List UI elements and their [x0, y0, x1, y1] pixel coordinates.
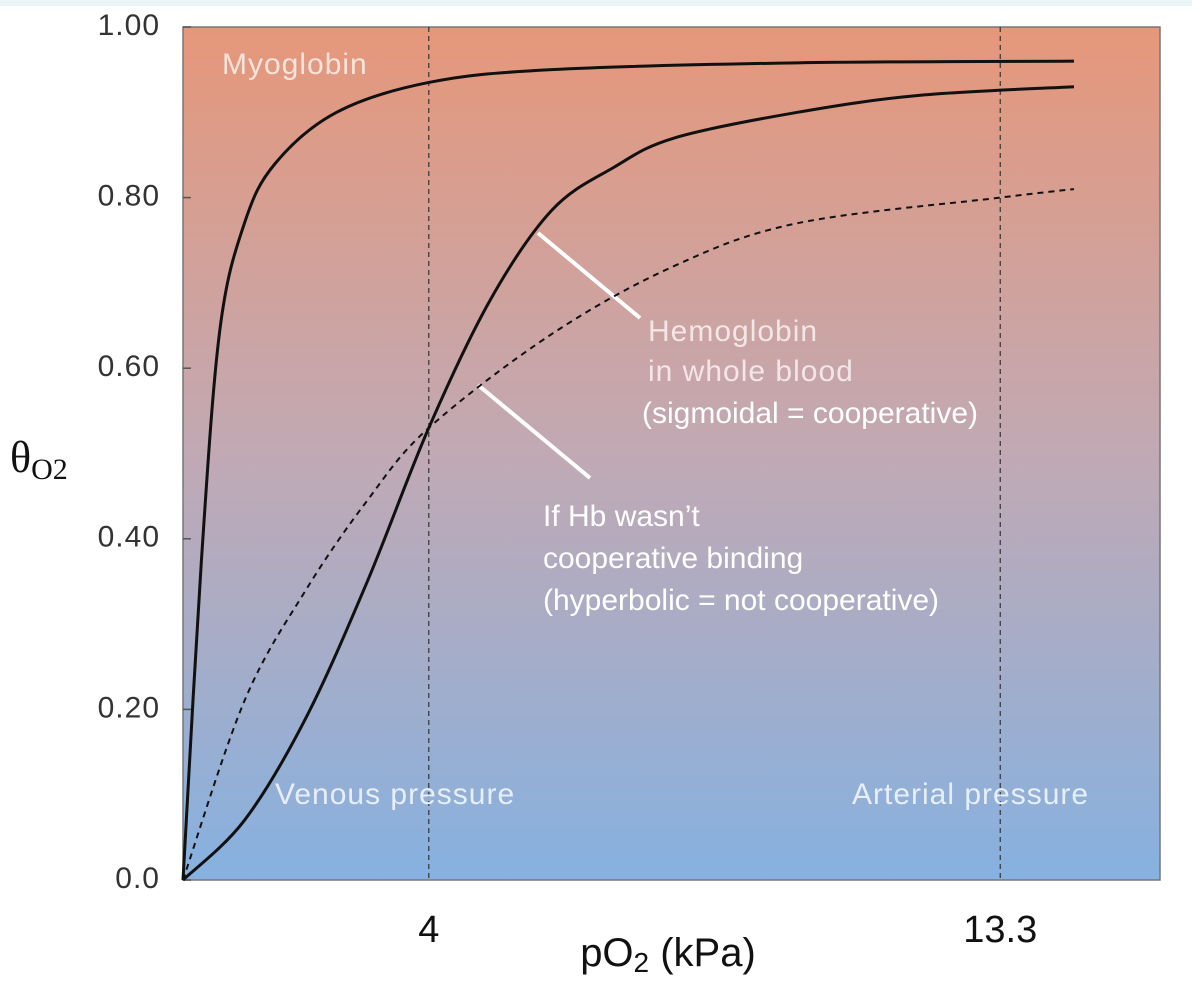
y-tick-label: 0.60	[98, 350, 160, 383]
annotation: (hyperbolic = not cooperative)	[543, 584, 939, 617]
annotation: (sigmoidal = cooperative)	[642, 397, 978, 430]
x-tick-label: 13.3	[963, 909, 1037, 951]
y-label-main: θ	[10, 433, 31, 482]
annotation: Hemoglobin	[648, 315, 818, 348]
x-label-sub: 2	[634, 947, 650, 978]
top-band	[0, 0, 1192, 6]
y-tick-label: 0.80	[98, 180, 160, 213]
curve	[182, 188, 1075, 881]
x-axis-label: pO2 (kPa)	[580, 931, 756, 979]
curve	[181, 59, 1074, 881]
y-tick-label: 1.00	[98, 9, 160, 42]
curve	[181, 85, 1075, 882]
y-label-sub: O2	[31, 453, 68, 486]
y-axis-label: θO2	[10, 433, 68, 486]
annotation: cooperative binding	[543, 542, 803, 575]
pointer	[536, 231, 642, 320]
y-tick-label: 0.0	[115, 862, 160, 895]
annotation: in whole blood	[648, 355, 854, 388]
annotation: Myoglobin	[222, 48, 368, 81]
annotation: If Hb wasn’t	[543, 500, 700, 533]
pointer	[476, 383, 592, 480]
annotation: Venous pressure	[275, 778, 515, 811]
x-tick-label: 4	[418, 909, 439, 951]
x-label-rest: (kPa)	[649, 931, 756, 975]
plot-area	[182, 26, 1161, 881]
x-label-main: pO	[580, 931, 633, 975]
y-tick-label: 0.40	[98, 521, 160, 554]
y-tick-label: 0.20	[98, 691, 160, 724]
annotation: Arterial pressure	[852, 778, 1089, 811]
